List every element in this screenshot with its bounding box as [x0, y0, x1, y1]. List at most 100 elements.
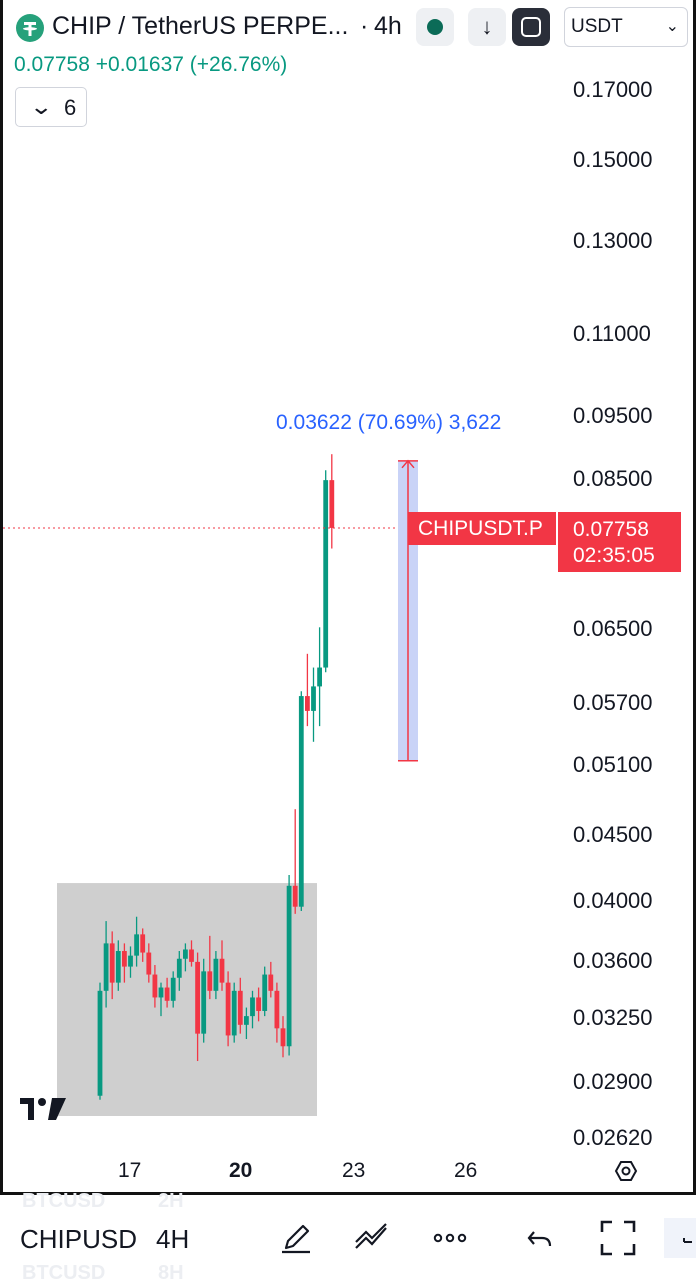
price-axis-label: 0.09500 [573, 403, 653, 428]
symbol-badge-label: CHIPUSDT.P [418, 517, 543, 540]
candle-body [329, 480, 335, 528]
ghost-symbol-above: BTCUSD [22, 1190, 106, 1212]
candle-body [152, 974, 158, 998]
chart-frame [0, 0, 696, 1195]
drawing-pencil-icon[interactable] [276, 1218, 316, 1258]
price-axis-label: 0.17000 [573, 77, 653, 102]
candle-body [280, 1028, 286, 1047]
fullscreen-button[interactable] [512, 8, 550, 46]
candle-body [219, 958, 225, 983]
change-percent-value: (+26.76%) [189, 53, 288, 76]
price-axis-label: 0.15000 [573, 147, 653, 172]
symbol-title[interactable]: CHIP / TetherUS PERPE... [52, 12, 349, 40]
candle-body [140, 934, 146, 953]
candle-body [189, 949, 194, 962]
tradingview-logo-icon[interactable] [20, 1096, 70, 1127]
candle-body [274, 990, 280, 1029]
last-price-value: 0.07758 [14, 53, 90, 76]
undo-icon[interactable] [520, 1218, 560, 1258]
ghost-interval-below: 8H [158, 1262, 184, 1284]
ghost-symbol-below: BTCUSD [22, 1262, 106, 1284]
price-axis-label: 0.04000 [573, 888, 653, 913]
price-axis-label: 0.08500 [573, 466, 653, 491]
candle-body [317, 667, 322, 687]
candle-body [244, 1016, 249, 1025]
quote-line: 0.07758 +0.01637 (+26.76%) [14, 53, 287, 77]
market-status-dot-icon [427, 19, 443, 35]
candle-body [146, 952, 152, 975]
symbol-tab[interactable]: CHIPUSD [20, 1224, 138, 1254]
fullscreen-icon [521, 17, 541, 37]
candle-body [201, 971, 207, 1034]
price-axis-label: 0.02620 [573, 1125, 653, 1145]
candle-body [231, 990, 237, 1036]
candle-body [305, 696, 310, 711]
candle-body [292, 885, 298, 907]
candle-body [115, 951, 121, 983]
price-axis-label: 0.05100 [573, 752, 653, 777]
symbol-price-badge: CHIPUSDT.P [408, 512, 556, 545]
indicator-count: 6 [64, 95, 77, 120]
trend-line-icon[interactable] [352, 1218, 392, 1258]
candle-body [323, 480, 329, 668]
price-axis-label: 0.05700 [573, 690, 653, 715]
change-value: +0.01637 [95, 53, 184, 76]
candlestick-chart[interactable] [0, 0, 696, 1195]
currency-select-value: USDT [571, 16, 623, 37]
last-price-badge-value: 0.07758 [573, 518, 649, 541]
candle-body [311, 686, 316, 711]
candle-body [262, 974, 268, 1011]
title-separator: · [360, 12, 369, 40]
candle-body [250, 997, 255, 1017]
interval-label[interactable]: 4h [374, 12, 402, 40]
candle-body [158, 987, 164, 998]
candle-body [256, 997, 261, 1011]
currency-select[interactable]: USDT ⌄ [564, 7, 688, 47]
candle-body [170, 977, 176, 1001]
candle-body [213, 958, 219, 991]
candle-body [97, 990, 103, 1096]
price-axis-label: 0.02900 [573, 1069, 653, 1094]
ghost-interval-above: 2H [158, 1190, 184, 1212]
time-axis-label: 23 [342, 1159, 366, 1182]
measure-label[interactable]: 0.03622 (70.69%) 3,622 [276, 411, 502, 434]
chart-settings-gear-icon[interactable] [614, 1159, 638, 1183]
candle-body [237, 990, 243, 1025]
time-axis-label: 20 [229, 1159, 253, 1182]
time-axis-label: 17 [118, 1159, 142, 1182]
tether-logo-icon [16, 14, 44, 42]
down-arrow-icon: ↓ [481, 14, 493, 39]
chevron-down-icon: ⌄ [665, 18, 679, 35]
candle-body [122, 951, 127, 967]
price-axis-label: 0.04500 [573, 822, 653, 847]
side-panel-handle-icon[interactable] [664, 1218, 696, 1258]
down-arrow-button[interactable]: ↓ [468, 8, 506, 46]
candle-body [134, 934, 139, 956]
candle-body [109, 943, 115, 983]
candle-body [268, 974, 274, 991]
candle-body [207, 971, 213, 991]
candle-body [103, 943, 109, 991]
more-options-icon[interactable] [430, 1218, 470, 1258]
price-axis-label: 0.11000 [573, 321, 651, 346]
fullscreen-expand-icon[interactable] [598, 1218, 638, 1258]
candle-body [176, 958, 182, 978]
bottom-toolbar [0, 1195, 696, 1280]
price-axis-label: 0.03250 [573, 1005, 653, 1030]
price-axis-label: 0.03600 [573, 948, 653, 973]
market-status-button[interactable] [416, 8, 454, 46]
candle-body [225, 982, 231, 1036]
indicators-toggle-button[interactable]: ⌄ 6 [15, 87, 87, 127]
time-axis-label: 26 [454, 1159, 478, 1182]
candle-body [298, 696, 304, 907]
price-axis-label: 0.13000 [573, 228, 653, 253]
price-axis-label: 0.06500 [573, 616, 653, 641]
measure-arrow-head [401, 459, 415, 469]
last-price-badge: 0.07758 02:35:05 [558, 512, 681, 572]
candle-body [195, 961, 200, 1034]
candle-body [286, 885, 292, 1047]
chevron-down-icon: ⌄ [29, 94, 54, 119]
bar-countdown: 02:35:05 [573, 544, 655, 567]
interval-tab[interactable]: 4H [156, 1224, 190, 1254]
candle-body [164, 987, 170, 1001]
